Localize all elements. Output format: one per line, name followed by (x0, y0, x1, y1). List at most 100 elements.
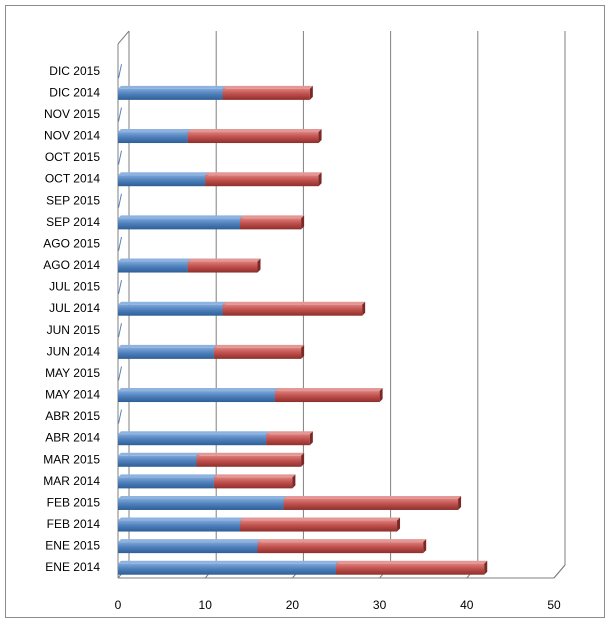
bar-segment (118, 88, 223, 100)
bar-top-face (222, 85, 313, 89)
bar-zero-sliver (118, 323, 122, 338)
category-label: DIC 2014 (49, 85, 100, 99)
bar-end-face (379, 388, 383, 403)
bar-end-face (301, 215, 305, 230)
bar-segment (118, 455, 197, 467)
bar-top-face (118, 539, 261, 543)
bar-segment (222, 88, 310, 100)
bar-top-face (118, 388, 278, 392)
bar-segment (266, 434, 310, 446)
bar-top-face (205, 172, 322, 176)
bar-segment (187, 261, 258, 273)
bar-top-face (213, 344, 305, 348)
category-label: ENE 2014 (45, 560, 100, 574)
x-tick-label: 50 (547, 598, 561, 612)
category-label: NOV 2015 (44, 107, 100, 121)
bar-end-face (301, 344, 305, 359)
bar-top-face (118, 474, 217, 478)
bar-segment (274, 391, 380, 403)
bar-top-face (213, 474, 296, 478)
category-label: MAR 2014 (43, 474, 100, 488)
bar-segment (118, 261, 188, 273)
bar-segment (118, 218, 241, 230)
bar-top-face (240, 215, 305, 219)
category-label: ENE 2015 (45, 539, 100, 553)
bar-segment (118, 132, 188, 144)
bar-top-face (222, 301, 366, 305)
category-label: AGO 2015 (43, 236, 100, 250)
category-label: AGO 2014 (43, 258, 100, 272)
bar-top-face (118, 85, 226, 89)
bar-top-face (118, 344, 217, 348)
bar-zero-sliver (118, 64, 122, 79)
bar-end-face (458, 495, 462, 510)
bar-end-face (309, 85, 313, 100)
bar-top-face (266, 431, 313, 435)
bar-zero-sliver (118, 366, 122, 381)
bar-top-face (187, 129, 322, 133)
bar-top-face (118, 517, 244, 521)
bar-segment (118, 520, 241, 532)
category-label: SEP 2015 (46, 193, 100, 207)
bar-segment (222, 304, 363, 316)
bar-top-face (118, 452, 200, 456)
category-label: OCT 2015 (45, 150, 100, 164)
bar-zero-sliver (118, 107, 122, 122)
bar-zero-sliver (118, 150, 122, 165)
category-label: MAY 2015 (45, 366, 100, 380)
category-label: JUN 2014 (47, 344, 101, 358)
bar-zero-sliver (118, 193, 122, 208)
bar-segment (257, 542, 424, 554)
bar-end-face (362, 301, 366, 316)
category-label: DIC 2015 (49, 64, 100, 78)
bar-end-face (397, 517, 401, 532)
category-label: ABR 2015 (45, 409, 100, 423)
category-label: MAR 2015 (43, 452, 100, 466)
bar-segment (283, 498, 459, 510)
category-label: JUL 2014 (49, 301, 100, 315)
bar-end-face (292, 474, 296, 489)
category-label: MAY 2014 (45, 388, 100, 402)
bar-top-face (118, 560, 339, 564)
bar-top-face (118, 215, 244, 219)
bar-end-face (423, 539, 427, 554)
bar-top-face (257, 539, 427, 543)
category-label: FEB 2015 (47, 495, 101, 509)
bar-zero-sliver (118, 409, 122, 424)
bar-top-face (118, 129, 191, 133)
bar-top-face (118, 301, 226, 305)
bar-zero-sliver (118, 280, 122, 295)
bar-segment (118, 347, 214, 359)
bar-segment (118, 175, 206, 187)
bar-top-face (187, 258, 261, 262)
bar-end-face (318, 172, 322, 187)
bar-end-face (301, 452, 305, 467)
x-tick-label: 40 (460, 598, 474, 612)
bar-top-face (118, 172, 209, 176)
category-label: FEB 2014 (47, 517, 101, 531)
bar-top-face (118, 495, 287, 499)
bar-top-face (118, 431, 270, 435)
category-label: JUL 2015 (49, 280, 100, 294)
bar-top-face (274, 388, 383, 392)
bar-top-face (240, 517, 401, 521)
x-tick-label: 30 (373, 598, 387, 612)
bar-top-face (336, 560, 488, 564)
bar-end-face (309, 431, 313, 446)
left-wall-top-edge (117, 30, 130, 45)
bar-top-face (283, 495, 462, 499)
category-label: ABR 2014 (45, 431, 100, 445)
category-label: SEP 2014 (46, 215, 100, 229)
bar-segment (118, 563, 336, 575)
x-tick-label: 10 (199, 598, 213, 612)
category-label: NOV 2014 (44, 129, 100, 143)
bar-zero-sliver (118, 236, 122, 251)
category-label: OCT 2014 (45, 172, 100, 186)
bar-segment (196, 455, 302, 467)
bar-segment (205, 175, 319, 187)
category-label: JUN 2015 (47, 323, 101, 337)
bar-top-face (196, 452, 305, 456)
x-tick-label: 20 (286, 598, 300, 612)
bar-segment (118, 304, 223, 316)
